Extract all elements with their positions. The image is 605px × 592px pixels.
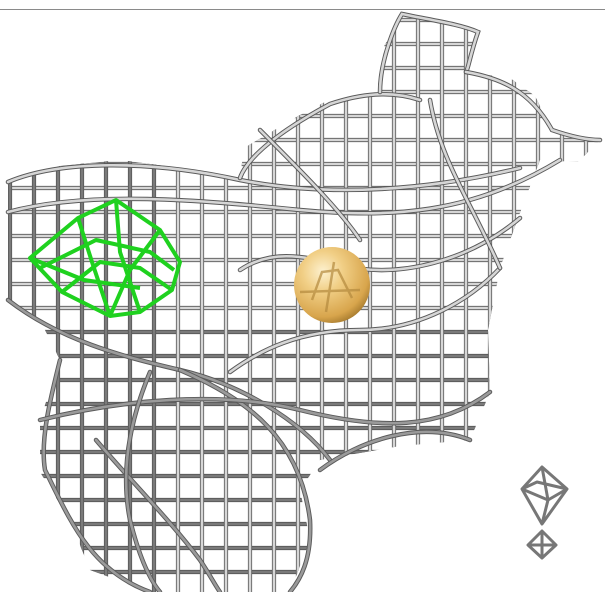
ligand-mesh bbox=[28, 198, 182, 318]
viewer-top-border bbox=[0, 0, 605, 10]
octahedron-marker-small bbox=[526, 529, 558, 560]
metal-ion-sphere bbox=[294, 247, 370, 323]
octahedron-marker-large bbox=[520, 465, 569, 526]
